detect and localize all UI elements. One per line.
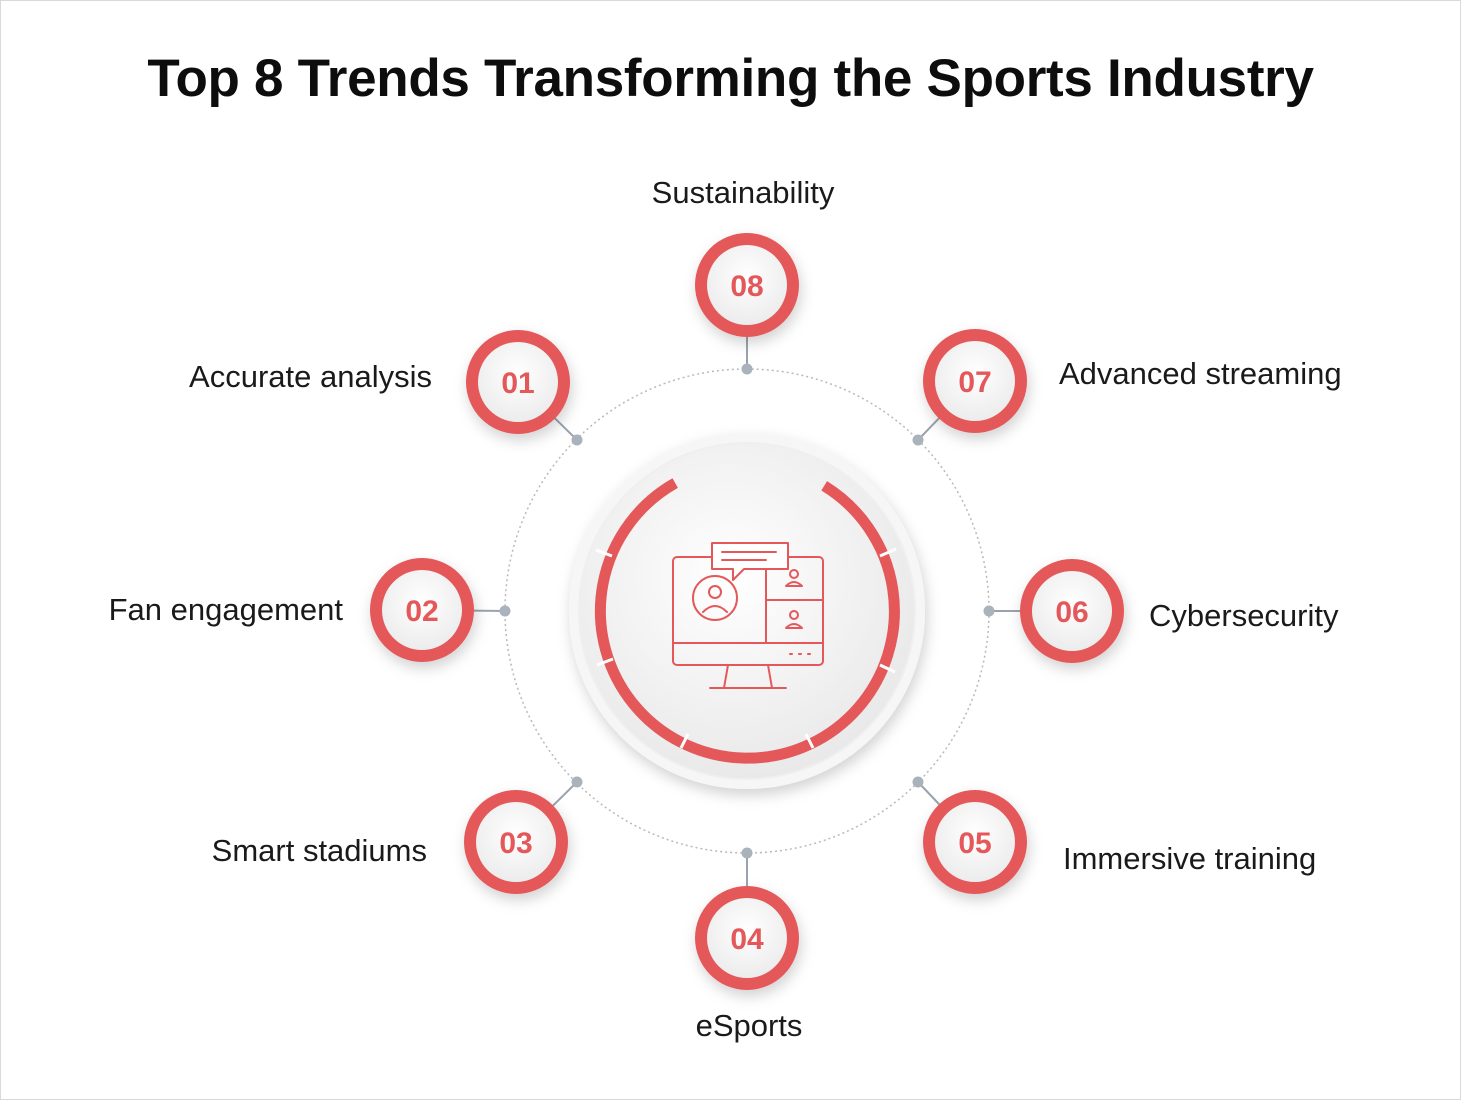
trend-label-04: eSports — [695, 1008, 803, 1043]
trend-node-05: 05 — [912, 776, 1027, 894]
trend-number: 01 — [501, 367, 534, 400]
badge-inner — [382, 570, 462, 650]
trend-label-01: Accurate analysis — [189, 359, 432, 394]
trend-node-06: 06 — [983, 559, 1124, 663]
trend-number: 04 — [730, 923, 764, 956]
trend-label-03: Smart stadiums — [211, 833, 427, 868]
orbit-dot — [741, 363, 753, 375]
orbit-dot — [571, 434, 583, 446]
monitor-video-chat-icon — [672, 542, 824, 689]
center-hub — [569, 433, 925, 789]
badge-inner — [707, 245, 787, 325]
trend-number: 05 — [958, 827, 991, 860]
trend-node-02: 02 — [370, 558, 511, 662]
trend-node-01: 01 — [466, 330, 583, 446]
trend-node-08: 08 — [695, 233, 799, 375]
badge-inner — [935, 341, 1015, 421]
trend-node-07: 07 — [912, 329, 1027, 446]
orbit-dot — [571, 776, 583, 788]
trend-number: 02 — [405, 595, 438, 628]
orbit-dot — [912, 434, 924, 446]
badge-inner — [707, 898, 787, 978]
trend-label-08: Sustainability — [651, 175, 835, 210]
trend-label-07: Advanced streaming — [1059, 356, 1342, 391]
orbit-dot — [983, 605, 995, 617]
badge-inner — [478, 342, 558, 422]
trend-number: 06 — [1055, 596, 1088, 629]
trend-label-02: Fan engagement — [108, 592, 343, 627]
trend-label-06: Cybersecurity — [1149, 598, 1339, 633]
badge-inner — [935, 802, 1015, 882]
trend-node-04: 04 — [695, 847, 799, 990]
trend-number: 03 — [499, 827, 532, 860]
orbit-dot — [499, 605, 511, 617]
page-title: Top 8 Trends Transforming the Sports Ind… — [147, 49, 1314, 108]
connector-line — [550, 781, 578, 808]
trend-label-05: Immersive training — [1063, 841, 1317, 876]
hub-arc-separators — [595, 547, 897, 749]
hub-arc-ring — [594, 478, 900, 764]
trend-number: 07 — [958, 366, 991, 399]
trend-number: 08 — [730, 270, 763, 303]
badge-inner — [1032, 571, 1112, 651]
orbit-dot — [741, 847, 753, 859]
orbit-dot — [912, 776, 924, 788]
trend-node-03: 03 — [464, 776, 583, 894]
badge-inner — [476, 802, 556, 882]
